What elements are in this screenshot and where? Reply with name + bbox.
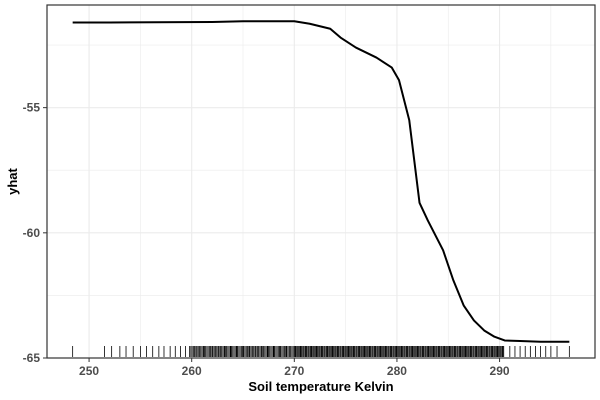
x-tick-label: 250 [79,364,99,378]
x-tick-label: 270 [284,364,304,378]
y-axis-title: yhat [5,167,20,194]
axis-ticks: 250 260 270 280 290 -55 -60 -65 [23,101,510,378]
plot-panel [46,4,596,359]
panel-border [46,4,596,359]
series-line [72,20,570,343]
series-lines [72,20,570,343]
y-tick-label: -65 [23,351,41,365]
x-tick-label: 290 [490,364,510,378]
y-tick-label: -60 [23,226,41,240]
x-tick-label: 280 [387,364,407,378]
y-tick-label: -55 [23,101,41,115]
grid [47,5,595,359]
rug-marks [72,346,570,357]
x-tick-label: 260 [182,364,202,378]
x-axis-title: Soil temperature Kelvin [248,379,393,394]
